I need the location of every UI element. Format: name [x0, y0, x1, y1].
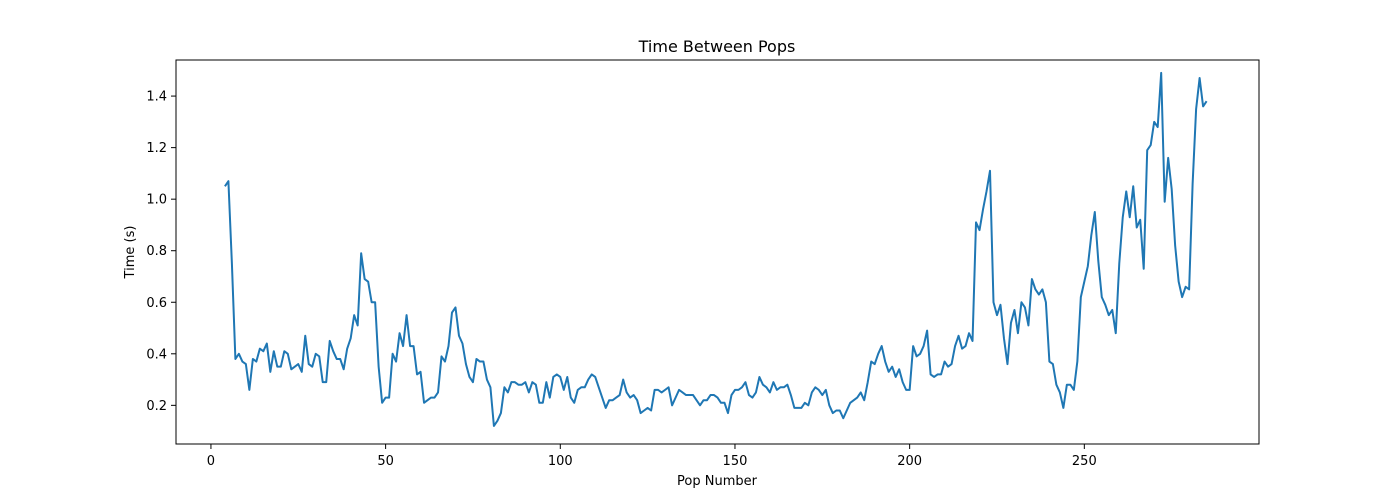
y-tick-label: 0.6: [146, 296, 167, 311]
x-tick-label: 100: [548, 454, 573, 469]
x-axis-ticks: 0 50 100 150 200 250: [207, 444, 1097, 469]
y-tick-label: 1.2: [146, 141, 167, 156]
x-axis-label: Pop Number: [677, 474, 758, 489]
x-tick-label: 250: [1072, 454, 1097, 469]
y-tick-label: 0.2: [146, 399, 167, 414]
y-axis-ticks: 0.2 0.4 0.6 0.8 1.0 1.2 1.4: [146, 90, 176, 414]
x-tick-label: 200: [897, 454, 922, 469]
plot-area: [224, 71, 1208, 427]
x-tick-label: 150: [723, 454, 748, 469]
series-line-0: [224, 71, 1208, 427]
chart-title: Time Between Pops: [638, 37, 796, 56]
x-tick-label: 0: [207, 454, 215, 469]
y-tick-label: 1.4: [146, 90, 167, 105]
y-tick-label: 1.0: [146, 193, 167, 208]
y-tick-label: 0.8: [146, 244, 167, 259]
x-tick-label: 50: [377, 454, 394, 469]
axes-frame: [175, 59, 1260, 445]
y-tick-label: 0.4: [146, 347, 167, 362]
y-axis-label: Time (s): [123, 226, 138, 280]
